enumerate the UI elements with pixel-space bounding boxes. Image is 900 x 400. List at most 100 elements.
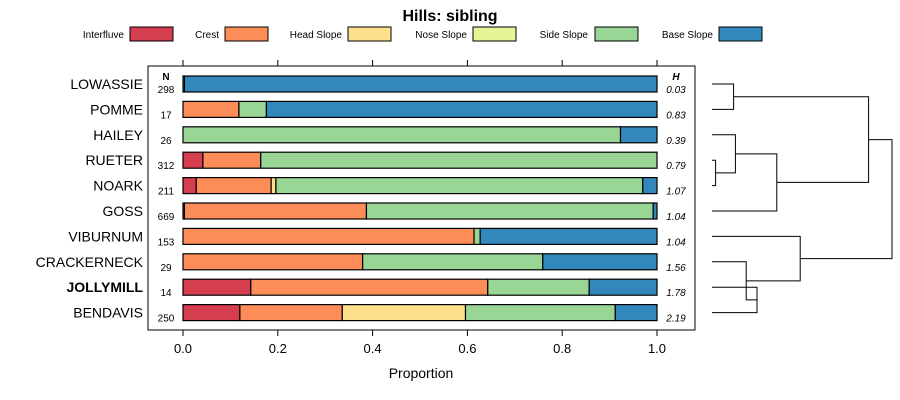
x-axis-label: Proportion <box>389 365 454 381</box>
bar-segment-side-slope <box>464 304 616 322</box>
bar-segment-side-slope <box>473 227 481 245</box>
h-value: 1.78 <box>666 288 686 299</box>
dendrogram-link <box>712 153 778 212</box>
bar-segment-crest <box>195 177 272 195</box>
bar-segment-head-slope <box>270 177 277 195</box>
h-value: 1.07 <box>666 187 686 198</box>
n-value: 250 <box>158 314 175 325</box>
x-tick-label: 0.6 <box>458 341 476 356</box>
bar-segment-interfluve <box>182 151 204 169</box>
bar-segment-crest <box>250 278 489 296</box>
row-label: LOWASSIE <box>70 76 143 92</box>
row-label: BENDAVIS <box>73 305 143 321</box>
bar-segment-crest <box>182 227 475 245</box>
dendrogram-link <box>800 139 893 260</box>
legend-label-interfluve: Interfluve <box>83 30 125 41</box>
row-label: RUETER <box>85 152 143 168</box>
bar-segment-crest <box>182 253 364 271</box>
x-tick-label: 0.4 <box>364 341 382 356</box>
x-tick-label: 0.2 <box>269 341 287 356</box>
h-value: 1.04 <box>666 212 686 223</box>
legend: Interfluve Crest Head Slope Nose Slope Side … <box>83 26 763 42</box>
bar-segment-base-slope <box>542 253 658 271</box>
legend-swatch-nose-slope <box>472 26 517 42</box>
row-hailey: HAILEY 26 0.39 <box>93 126 686 147</box>
row-jollymill: JOLLYMILL 14 1.78 <box>67 278 686 299</box>
row-pomme: POMME 17 0.83 <box>90 100 686 121</box>
bar-segment-side-slope <box>182 126 622 144</box>
bar-segment-head-slope <box>341 304 467 322</box>
dendrogram-link <box>712 159 717 187</box>
dendrogram-link <box>733 96 870 183</box>
h-value: 1.56 <box>666 263 686 274</box>
legend-label-side-slope: Side Slope <box>540 30 589 41</box>
n-value: 312 <box>158 161 175 172</box>
row-rueter: RUETER 312 0.79 <box>85 151 686 172</box>
dendrogram-link <box>712 235 801 282</box>
x-tick-label: 0.8 <box>553 341 571 356</box>
x-tick-label: 1.0 <box>648 341 666 356</box>
bar-rows: LOWASSIE 298 0.03 POMME 17 0.83 HAILEY 26 0.39 RU… <box>36 75 686 325</box>
row-bendavis: BENDAVIS 250 2.19 <box>73 304 686 325</box>
row-label: HAILEY <box>93 127 143 143</box>
bar-segment-base-slope <box>614 304 658 322</box>
row-label: NOARK <box>93 178 143 194</box>
dendrogram-link <box>712 83 735 110</box>
bar-segment-side-slope <box>365 202 654 220</box>
bar-segment-base-slope <box>619 126 658 144</box>
x-tick-label: 0.0 <box>174 341 192 356</box>
bar-segment-crest <box>239 304 343 322</box>
bar-segment-crest <box>183 202 368 220</box>
bar-segment-crest <box>202 151 262 169</box>
row-label: POMME <box>90 101 143 117</box>
row-lowassie: LOWASSIE 298 0.03 <box>70 75 686 96</box>
chart-title: Hills: sibling <box>402 8 497 25</box>
bar-segment-base-slope <box>642 177 658 195</box>
bar-segment-interfluve <box>182 304 241 322</box>
row-label: JOLLYMILL <box>67 279 144 295</box>
row-viburnum: VIBURNUM 153 1.04 <box>68 227 686 248</box>
n-value: 153 <box>158 237 175 248</box>
bar-segment-side-slope <box>487 278 590 296</box>
bar-segment-base-slope <box>652 202 658 220</box>
legend-label-head-slope: Head Slope <box>290 30 343 41</box>
bar-segment-base-slope <box>588 278 658 296</box>
h-value: 1.04 <box>666 237 686 248</box>
bar-segment-base-slope <box>265 100 658 119</box>
legend-swatch-head-slope <box>347 26 392 42</box>
row-label: GOSS <box>103 203 143 219</box>
bar-segment-side-slope <box>238 100 268 119</box>
row-label: VIBURNUM <box>68 228 143 244</box>
h-value: 0.83 <box>666 110 686 121</box>
row-crackerneck: CRACKERNECK 29 1.56 <box>36 253 686 274</box>
row-goss: GOSS 669 1.04 <box>103 202 686 223</box>
plot-frame <box>147 65 696 331</box>
dendrogram <box>712 83 893 314</box>
h-value: 0.79 <box>666 161 686 172</box>
n-value: 211 <box>158 187 174 198</box>
bar-segment-base-slope <box>183 75 658 93</box>
n-value: 29 <box>160 263 172 274</box>
legend-label-base-slope: Base Slope <box>662 30 714 41</box>
bar-segment-side-slope <box>275 177 644 195</box>
h-value: 0.03 <box>666 85 686 96</box>
n-value: 17 <box>160 110 172 121</box>
legend-swatch-base-slope <box>718 26 763 42</box>
n-value: 14 <box>160 288 172 299</box>
n-value: 669 <box>158 212 175 223</box>
bar-segment-interfluve <box>182 177 197 195</box>
n-value: 26 <box>160 136 172 147</box>
n-value: 298 <box>158 85 175 96</box>
n-header: N <box>162 72 169 83</box>
row-noark: NOARK 211 1.07 <box>93 177 686 198</box>
bar-segment-interfluve <box>182 278 252 296</box>
x-axis: 0.0 0.2 0.4 0.6 0.8 1.0 <box>174 60 666 356</box>
legend-swatch-interfluve <box>129 26 174 42</box>
bar-segment-crest <box>182 100 240 119</box>
row-label: CRACKERNECK <box>36 254 144 270</box>
h-value: 2.19 <box>665 314 686 325</box>
h-value: 0.39 <box>666 136 686 147</box>
bar-segment-side-slope <box>362 253 544 271</box>
legend-swatch-crest <box>224 26 269 42</box>
